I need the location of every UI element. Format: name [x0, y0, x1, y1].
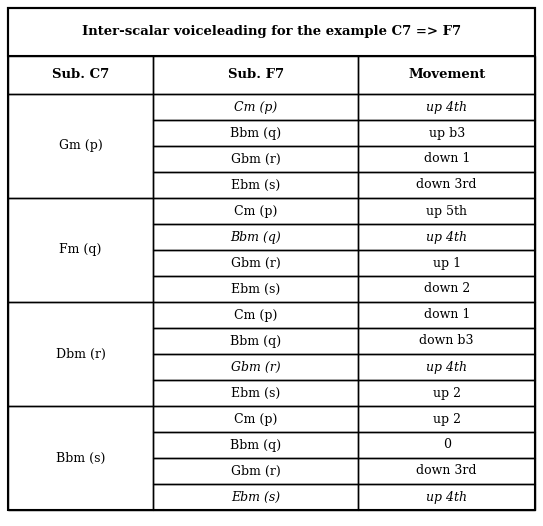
Bar	[358, 146, 535, 172]
Text: Gbm (r): Gbm (r)	[231, 360, 281, 373]
Text: Sub. C7: Sub. C7	[52, 68, 109, 82]
Bar	[358, 172, 535, 198]
Text: Cm (p): Cm (p)	[234, 100, 277, 114]
Text: down 1: down 1	[424, 153, 470, 166]
Text: Dbm (r): Dbm (r)	[55, 348, 105, 360]
Bar	[358, 484, 535, 510]
Bar	[358, 328, 535, 354]
Text: Ebm (s): Ebm (s)	[231, 387, 280, 400]
Bar	[8, 406, 153, 510]
Text: Bbm (q): Bbm (q)	[230, 439, 281, 451]
Bar	[153, 354, 358, 380]
Bar	[153, 94, 358, 120]
Text: Gm (p): Gm (p)	[59, 139, 102, 153]
Text: Bbm (s): Bbm (s)	[56, 451, 105, 464]
Bar	[8, 56, 153, 94]
Text: Cm (p): Cm (p)	[234, 205, 277, 217]
Bar	[153, 406, 358, 432]
Text: Movement: Movement	[408, 68, 485, 82]
Text: Bbm (q): Bbm (q)	[230, 335, 281, 348]
Bar	[358, 354, 535, 380]
Bar	[358, 276, 535, 302]
Bar	[153, 250, 358, 276]
Bar	[153, 198, 358, 224]
Text: down b3: down b3	[420, 335, 474, 348]
Text: Ebm (s): Ebm (s)	[231, 282, 280, 296]
Bar	[358, 458, 535, 484]
Bar	[153, 276, 358, 302]
Bar	[358, 56, 535, 94]
Text: up 1: up 1	[433, 257, 461, 269]
Bar	[153, 458, 358, 484]
Text: Cm (p): Cm (p)	[234, 309, 277, 321]
Text: 0: 0	[443, 439, 451, 451]
Bar	[8, 8, 535, 56]
Bar	[358, 224, 535, 250]
Bar	[153, 484, 358, 510]
Text: Sub. F7: Sub. F7	[228, 68, 284, 82]
Bar	[153, 172, 358, 198]
Bar	[153, 120, 358, 146]
Text: up 2: up 2	[433, 387, 460, 400]
Text: up 4th: up 4th	[426, 100, 467, 114]
Bar	[153, 328, 358, 354]
Bar	[8, 302, 153, 406]
Bar	[358, 120, 535, 146]
Text: Gbm (r): Gbm (r)	[231, 257, 281, 269]
Text: down 3rd: down 3rd	[416, 178, 477, 191]
Text: Cm (p): Cm (p)	[234, 412, 277, 426]
Bar	[153, 302, 358, 328]
Text: down 3rd: down 3rd	[416, 464, 477, 478]
Bar	[153, 146, 358, 172]
Text: down 2: down 2	[424, 282, 470, 296]
Bar	[358, 250, 535, 276]
Text: up 5th: up 5th	[426, 205, 467, 217]
Text: up 4th: up 4th	[426, 230, 467, 244]
Text: up 2: up 2	[433, 412, 460, 426]
Bar	[358, 406, 535, 432]
Text: Bbm (q): Bbm (q)	[230, 126, 281, 139]
Text: Inter-scalar voiceleading for the example C7 => F7: Inter-scalar voiceleading for the exampl…	[82, 25, 461, 38]
Bar	[8, 94, 153, 198]
Bar	[153, 380, 358, 406]
Bar	[8, 198, 153, 302]
Bar	[358, 302, 535, 328]
Bar	[153, 224, 358, 250]
Bar	[358, 380, 535, 406]
Text: Ebm (s): Ebm (s)	[231, 178, 280, 191]
Bar	[358, 94, 535, 120]
Text: up b3: up b3	[428, 126, 465, 139]
Text: Bbm (q): Bbm (q)	[230, 230, 281, 244]
Bar	[358, 198, 535, 224]
Text: Fm (q): Fm (q)	[59, 244, 102, 257]
Text: Gbm (r): Gbm (r)	[231, 153, 281, 166]
Bar	[153, 432, 358, 458]
Bar	[358, 432, 535, 458]
Text: Gbm (r): Gbm (r)	[231, 464, 281, 478]
Text: down 1: down 1	[424, 309, 470, 321]
Text: up 4th: up 4th	[426, 360, 467, 373]
Text: Ebm (s): Ebm (s)	[231, 491, 280, 503]
Text: up 4th: up 4th	[426, 491, 467, 503]
Bar	[153, 56, 358, 94]
